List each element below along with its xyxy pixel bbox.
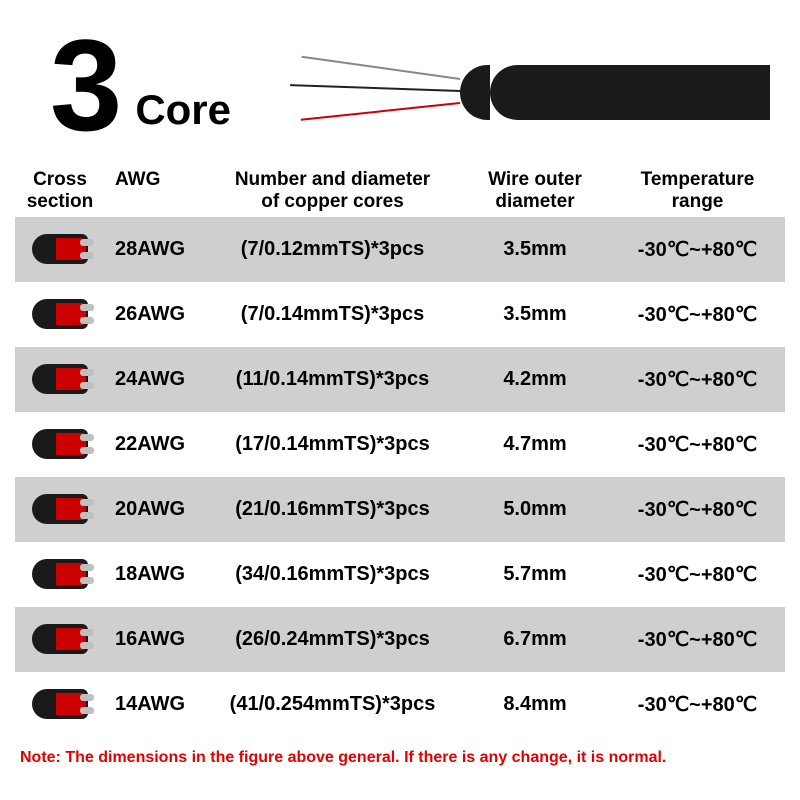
awg-cell: 20AWG <box>105 498 205 521</box>
awg-cell: 24AWG <box>105 368 205 391</box>
table-row: 16AWG(26/0.24mmTS)*3pcs6.7mm-30℃~+80℃ <box>15 607 785 672</box>
table-row: 20AWG(21/0.16mmTS)*3pcs5.0mm-30℃~+80℃ <box>15 477 785 542</box>
table-row: 28AWG(7/0.12mmTS)*3pcs3.5mm-30℃~+80℃ <box>15 217 785 282</box>
table-row: 26AWG(7/0.14mmTS)*3pcs3.5mm-30℃~+80℃ <box>15 282 785 347</box>
cores-cell: (17/0.14mmTS)*3pcs <box>205 433 460 456</box>
temperature-cell: -30℃~+80℃ <box>610 627 785 652</box>
header: 3 Core <box>0 0 800 160</box>
cross-section-icon-cell <box>15 684 105 724</box>
cross-section-icon-cell <box>15 294 105 334</box>
cores-cell: (11/0.14mmTS)*3pcs <box>205 368 460 391</box>
temperature-cell: -30℃~+80℃ <box>610 237 785 262</box>
col-header-cores: Number and diameterof copper cores <box>205 165 460 217</box>
cross-section-icon <box>32 619 88 659</box>
outer-diameter-cell: 4.7mm <box>460 433 610 456</box>
outer-diameter-cell: 3.5mm <box>460 238 610 261</box>
cable-body <box>490 65 770 120</box>
awg-cell: 22AWG <box>105 433 205 456</box>
cable-end-cap <box>460 65 490 120</box>
cross-section-icon-cell <box>15 489 105 529</box>
cross-section-icon-cell <box>15 424 105 464</box>
cross-section-icon-cell <box>15 229 105 269</box>
wire-red <box>301 102 460 121</box>
temperature-cell: -30℃~+80℃ <box>610 692 785 717</box>
awg-cell: 14AWG <box>105 693 205 716</box>
core-label: Core <box>135 86 231 134</box>
outer-diameter-cell: 4.2mm <box>460 368 610 391</box>
awg-cell: 18AWG <box>105 563 205 586</box>
outer-diameter-cell: 6.7mm <box>460 628 610 651</box>
cores-cell: (26/0.24mmTS)*3pcs <box>205 628 460 651</box>
temperature-cell: -30℃~+80℃ <box>610 302 785 327</box>
wire-black <box>290 84 460 92</box>
outer-diameter-cell: 5.7mm <box>460 563 610 586</box>
outer-diameter-cell: 3.5mm <box>460 303 610 326</box>
outer-diameter-cell: 5.0mm <box>460 498 610 521</box>
cross-section-icon-cell <box>15 359 105 399</box>
cross-section-icon <box>32 489 88 529</box>
awg-cell: 28AWG <box>105 238 205 261</box>
awg-cell: 16AWG <box>105 628 205 651</box>
temperature-cell: -30℃~+80℃ <box>610 562 785 587</box>
cores-cell: (34/0.16mmTS)*3pcs <box>205 563 460 586</box>
col-header-cross-section: Crosssection <box>15 165 105 217</box>
wire-grey <box>301 56 460 80</box>
cross-section-icon-cell <box>15 619 105 659</box>
core-count-number: 3 <box>50 20 117 150</box>
col-header-awg: AWG <box>105 165 205 217</box>
table-row: 24AWG(11/0.14mmTS)*3pcs4.2mm-30℃~+80℃ <box>15 347 785 412</box>
cross-section-icon <box>32 294 88 334</box>
cross-section-icon <box>32 229 88 269</box>
table-body: 28AWG(7/0.12mmTS)*3pcs3.5mm-30℃~+80℃26AW… <box>0 217 800 737</box>
outer-diameter-cell: 8.4mm <box>460 693 610 716</box>
cross-section-icon <box>32 554 88 594</box>
temperature-cell: -30℃~+80℃ <box>610 497 785 522</box>
cross-section-icon <box>32 684 88 724</box>
cross-section-icon <box>32 424 88 464</box>
temperature-cell: -30℃~+80℃ <box>610 432 785 457</box>
awg-cell: 26AWG <box>105 303 205 326</box>
cores-cell: (41/0.254mmTS)*3pcs <box>205 693 460 716</box>
col-header-outer: Wire outerdiameter <box>460 165 610 217</box>
footer-note: Note: The dimensions in the figure above… <box>0 737 800 779</box>
table-header-row: Crosssection AWG Number and diameterof c… <box>0 165 800 217</box>
cores-cell: (21/0.16mmTS)*3pcs <box>205 498 460 521</box>
table-row: 14AWG(41/0.254mmTS)*3pcs8.4mm-30℃~+80℃ <box>15 672 785 737</box>
temperature-cell: -30℃~+80℃ <box>610 367 785 392</box>
cross-section-icon <box>32 359 88 399</box>
cores-cell: (7/0.12mmTS)*3pcs <box>205 238 460 261</box>
cable-illustration <box>251 40 770 140</box>
col-header-temp: Temperaturerange <box>610 165 785 217</box>
cross-section-icon-cell <box>15 554 105 594</box>
table-row: 22AWG(17/0.14mmTS)*3pcs4.7mm-30℃~+80℃ <box>15 412 785 477</box>
table-row: 18AWG(34/0.16mmTS)*3pcs5.7mm-30℃~+80℃ <box>15 542 785 607</box>
cores-cell: (7/0.14mmTS)*3pcs <box>205 303 460 326</box>
